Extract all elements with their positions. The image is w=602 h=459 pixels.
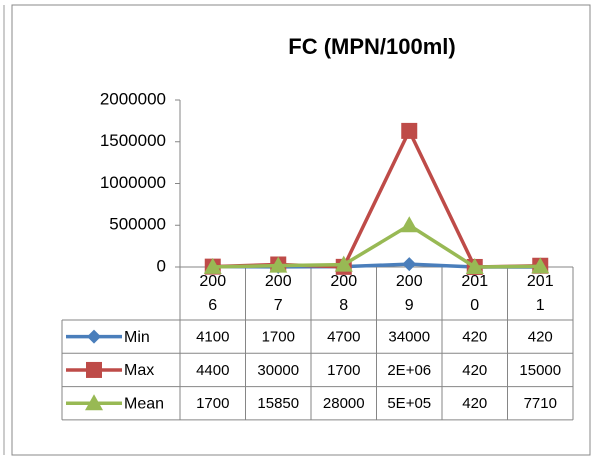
table-cell: 1700	[327, 362, 360, 379]
y-tick-label: 1500000	[100, 131, 166, 150]
table-cell: 4100	[196, 329, 229, 346]
table-cell: 2E+06	[387, 362, 431, 379]
marker	[402, 257, 417, 272]
y-tick-label: 2000000	[100, 89, 166, 108]
y-tick-label: 1000000	[100, 173, 166, 192]
table-cell: 1700	[196, 395, 229, 412]
chart-border	[11, 4, 591, 456]
table-cell: 4700	[327, 329, 360, 346]
table-cell: 7710	[524, 395, 557, 412]
x-tick-label: 2007	[264, 273, 292, 314]
x-tick-label: 2011	[526, 273, 554, 314]
table-cell: 420	[462, 329, 487, 346]
marker	[269, 256, 288, 273]
marker	[401, 122, 418, 139]
table-cell: 4400	[196, 362, 229, 379]
legend-label: Min	[124, 329, 150, 346]
table-cell: 420	[462, 362, 487, 379]
table-cell: 5E+05	[387, 395, 431, 412]
series-line	[212, 223, 541, 269]
y-tick-label: 500000	[109, 215, 166, 234]
marker	[334, 255, 353, 272]
marker	[465, 257, 484, 274]
table-cell: 15850	[257, 395, 299, 412]
table-cell: 34000	[388, 329, 430, 346]
x-tick-label: 2010	[461, 273, 489, 314]
y-tick-label: 0	[157, 256, 166, 275]
x-tick-label: 2008	[330, 273, 358, 314]
x-tick-label: 2009	[395, 273, 423, 314]
table-cell: 420	[462, 395, 487, 412]
chart-title: FC (MPN/100ml)	[288, 34, 455, 59]
table-cell: 28000	[323, 395, 365, 412]
marker	[531, 257, 550, 274]
legend-label: Max	[124, 362, 154, 379]
table-cell: 1700	[262, 329, 295, 346]
marker	[203, 257, 222, 274]
x-tick-label: 2006	[199, 273, 227, 314]
legend-marker	[85, 394, 103, 411]
table-cell: 420	[528, 329, 553, 346]
legend-label: Mean	[124, 395, 164, 412]
legend-marker	[87, 329, 101, 344]
marker	[400, 216, 419, 233]
legend-marker	[86, 361, 102, 378]
table-cell: 15000	[519, 362, 561, 379]
table-cell: 30000	[257, 362, 299, 379]
